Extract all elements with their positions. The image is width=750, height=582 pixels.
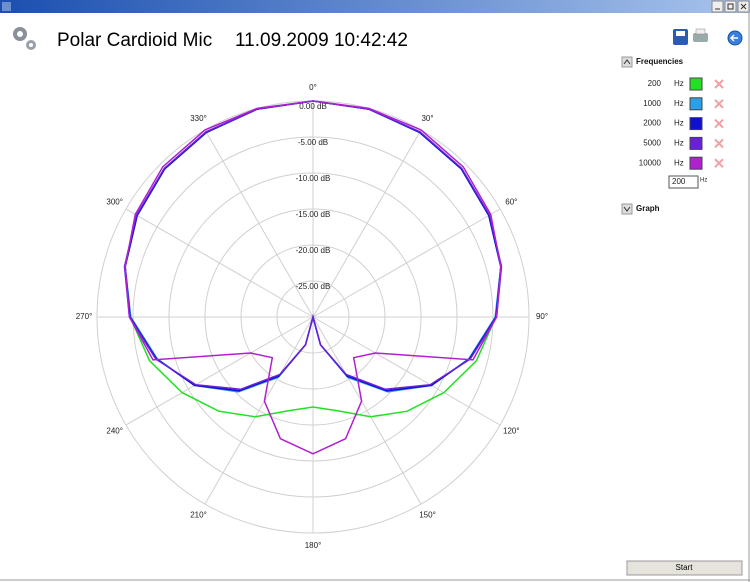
angle-label: 60° xyxy=(505,198,517,207)
input-unit: Hz xyxy=(700,178,707,184)
print-icon[interactable] xyxy=(693,33,708,42)
back-arrow xyxy=(729,34,738,42)
remove-icon[interactable] xyxy=(714,138,724,149)
gear-hole xyxy=(17,31,23,37)
remove-icon[interactable] xyxy=(714,158,724,168)
collapse-glyph xyxy=(623,59,631,65)
legend-frequency: 200 xyxy=(648,79,662,88)
minimize-button[interactable] xyxy=(711,0,724,13)
legend-unit: Hz xyxy=(674,158,684,167)
series-line xyxy=(123,100,503,391)
page-title: Polar Cardioid Mic xyxy=(57,30,212,51)
angle-label: 0° xyxy=(309,83,317,92)
grid-spoke xyxy=(312,316,501,426)
legend-swatch[interactable] xyxy=(689,156,703,170)
radial-tick-label: -5.00 dB xyxy=(298,138,328,147)
frequency-input-value: 200 xyxy=(672,177,686,186)
legend: 200 Hz 1000 Hz 2000 Hz 5000 Hz 10000 Hz xyxy=(639,77,724,170)
angle-label: 120° xyxy=(503,427,520,436)
grid-spoke xyxy=(204,129,314,318)
start-button[interactable] xyxy=(626,560,743,576)
collapse-button[interactable] xyxy=(621,56,633,68)
settings-icon[interactable] xyxy=(13,27,36,50)
legend-frequency: 2000 xyxy=(643,119,661,128)
start-button-label: Start xyxy=(676,563,694,572)
graph-header: Graph xyxy=(636,204,660,213)
legend-swatch[interactable] xyxy=(689,97,703,111)
close-glyph xyxy=(740,3,747,10)
angle-label: 270° xyxy=(76,312,93,321)
save-icon-label xyxy=(676,31,685,36)
legend-swatch[interactable] xyxy=(689,117,703,131)
legend-frequency: 10000 xyxy=(639,158,662,167)
angle-label: 300° xyxy=(106,198,123,207)
legend-frequency: 5000 xyxy=(643,139,661,148)
frequencies-header: Frequencies xyxy=(636,57,684,66)
timestamp: 11.09.2009 10:42:42 xyxy=(235,30,408,51)
radial-tick-label: -15.00 dB xyxy=(296,210,331,219)
angle-label: 150° xyxy=(419,510,436,519)
legend-unit: Hz xyxy=(674,119,684,128)
radial-tick-label: -20.00 dB xyxy=(296,246,331,255)
polar-chart: 0° 30° 60° 90° 120° 150° 180° 210° 240° 270° 300° 3… xyxy=(76,83,548,550)
series-line xyxy=(124,100,502,455)
radial-tick-label: -10.00 dB xyxy=(296,174,331,183)
grid-spoke xyxy=(125,208,314,318)
radial-tick-label: -25.00 dB xyxy=(296,282,331,291)
expand-glyph xyxy=(623,206,631,212)
angle-label: 90° xyxy=(536,312,548,321)
expand-button[interactable] xyxy=(621,203,633,215)
grid-spoke xyxy=(125,316,314,426)
app-icon xyxy=(2,2,11,11)
remove-icon[interactable] xyxy=(714,99,724,109)
frequency-input[interactable] xyxy=(668,175,699,189)
remove-icon[interactable] xyxy=(714,79,724,89)
grid-spoke xyxy=(204,316,314,505)
angle-label: 30° xyxy=(421,114,433,123)
legend-unit: Hz xyxy=(674,139,684,148)
legend-swatch[interactable] xyxy=(689,77,703,91)
maximize-button[interactable] xyxy=(724,0,737,13)
angle-label: 210° xyxy=(190,510,207,519)
maximize-glyph xyxy=(727,3,734,10)
grid-spoke xyxy=(312,208,501,318)
legend-swatch[interactable] xyxy=(689,136,703,150)
angle-label: 330° xyxy=(190,114,207,123)
angle-label: 240° xyxy=(106,427,123,436)
print-icon-paper xyxy=(695,28,706,35)
grid-spoke xyxy=(312,129,422,318)
angle-label: 180° xyxy=(305,541,322,550)
legend-unit: Hz xyxy=(674,79,684,88)
remove-icon[interactable] xyxy=(714,118,724,129)
title-bar xyxy=(0,0,750,13)
radial-tick-label: 0.00 dB xyxy=(299,102,327,111)
grid-spoke xyxy=(312,316,422,505)
legend-frequency: 1000 xyxy=(643,99,661,108)
legend-unit: Hz xyxy=(674,99,684,108)
gear-hole xyxy=(29,43,33,47)
